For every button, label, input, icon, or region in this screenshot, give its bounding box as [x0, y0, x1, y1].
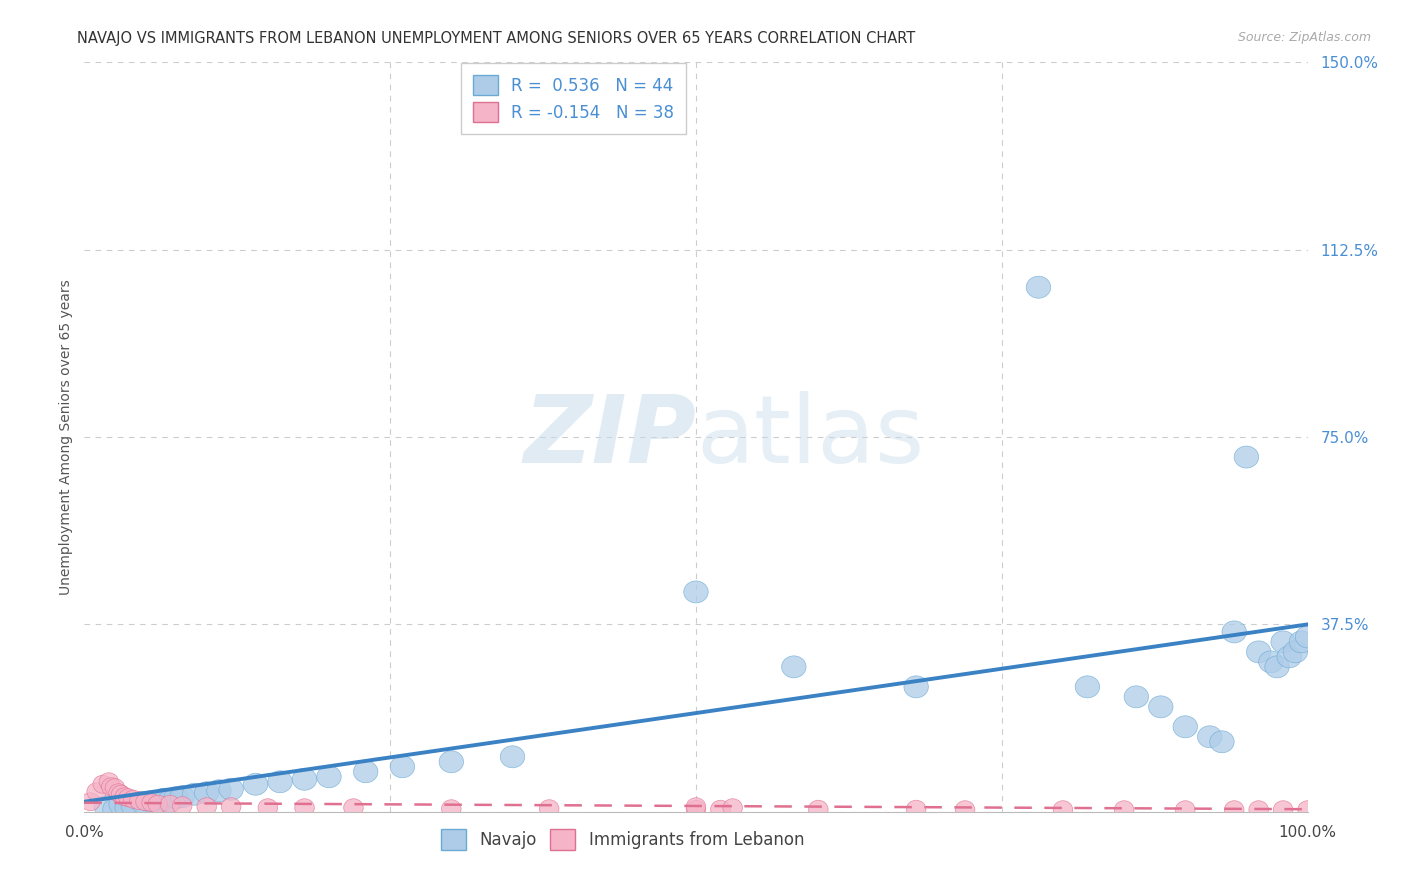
Y-axis label: Unemployment Among Seniors over 65 years: Unemployment Among Seniors over 65 years	[59, 279, 73, 595]
Text: NAVAJO VS IMMIGRANTS FROM LEBANON UNEMPLOYMENT AMONG SENIORS OVER 65 YEARS CORRE: NAVAJO VS IMMIGRANTS FROM LEBANON UNEMPL…	[77, 31, 915, 46]
Legend: Navajo, Immigrants from Lebanon: Navajo, Immigrants from Lebanon	[432, 819, 814, 860]
Text: ZIP: ZIP	[523, 391, 696, 483]
Text: atlas: atlas	[696, 391, 924, 483]
Text: Source: ZipAtlas.com: Source: ZipAtlas.com	[1237, 31, 1371, 45]
